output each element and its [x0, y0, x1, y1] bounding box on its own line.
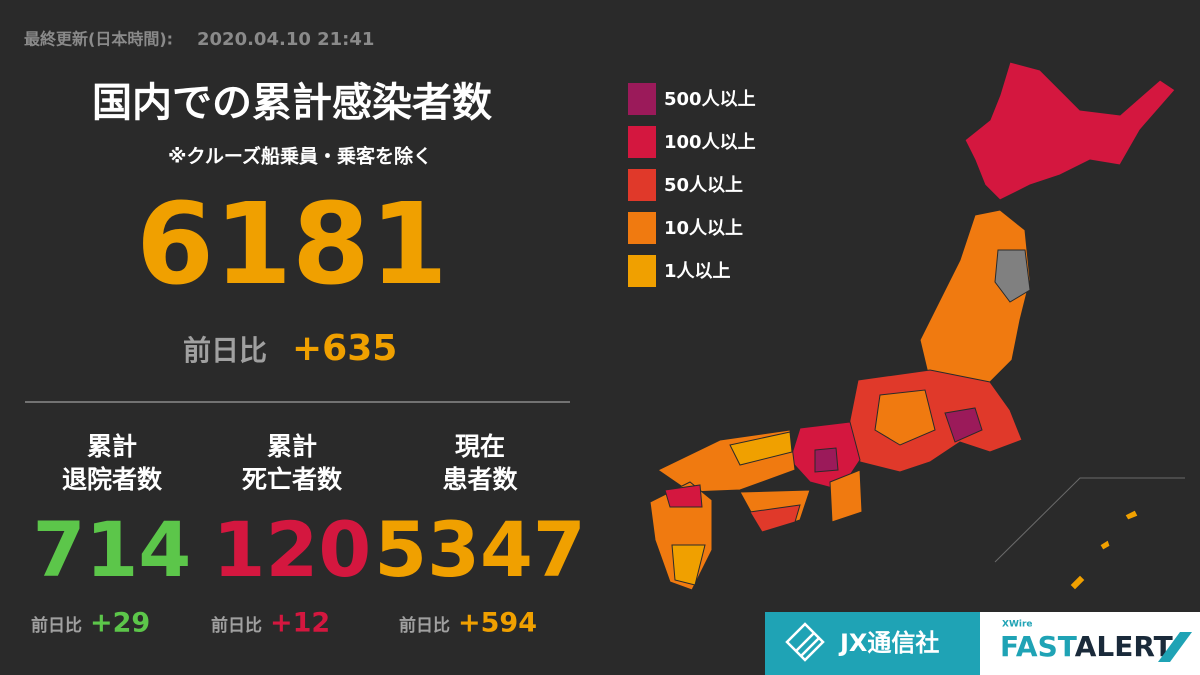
region — [964, 61, 1176, 201]
stat-label: 累計 — [267, 432, 317, 461]
xwire-text: XWire — [1002, 620, 1033, 630]
legend-label: 1人以上 — [664, 261, 731, 282]
legend-swatch — [628, 169, 656, 201]
stat-value: 5347 — [374, 505, 586, 594]
note: ※クルーズ船乗員・乗客を除く — [168, 145, 432, 168]
stat-label: 患者数 — [442, 465, 518, 494]
legend-swatch — [628, 255, 656, 287]
legend-label: 100人以上 — [664, 132, 756, 153]
region — [671, 544, 706, 586]
region — [1069, 574, 1086, 591]
title: 国内での累計感染者数 — [92, 80, 492, 126]
stat-label: 累計 — [87, 432, 137, 461]
region — [1124, 509, 1139, 521]
stat-diff: +12 — [270, 608, 330, 639]
region — [749, 504, 801, 533]
stat-diff-label: 前日比 — [31, 615, 82, 636]
legend-swatch — [628, 126, 656, 158]
stat-label: 現在 — [455, 432, 505, 461]
legend-label: 50人以上 — [664, 175, 743, 196]
legend-label: 500人以上 — [664, 89, 756, 110]
fastalert-arrow — [1158, 632, 1192, 662]
region — [1099, 539, 1111, 551]
region — [829, 469, 863, 523]
legend-label: 10人以上 — [664, 218, 743, 239]
diff-label: 前日比 — [183, 334, 267, 367]
jx-logo-box — [765, 612, 980, 675]
inset-border — [994, 477, 1185, 563]
region — [664, 484, 703, 508]
stat-diff-label: 前日比 — [211, 615, 262, 636]
legend-swatch — [628, 212, 656, 244]
region-none — [994, 249, 1031, 303]
fastalert-logo-box — [980, 612, 1200, 675]
stat-diff: +594 — [458, 608, 537, 639]
update-label: 最終更新(日本時間): — [24, 30, 173, 49]
legend: 500人以上 100人以上 50人以上 10人以上 1人以上 — [628, 83, 756, 287]
stat-diff-label: 前日比 — [399, 615, 450, 636]
update-time: 2020.04.10 21:41 — [197, 29, 374, 50]
jx-icon — [785, 622, 825, 662]
total-count: 6181 — [136, 180, 448, 310]
alert-text: ALERT — [1075, 630, 1173, 663]
stat-value: 120 — [213, 505, 372, 594]
stat-value: 714 — [33, 505, 192, 594]
map — [649, 61, 1185, 591]
region — [729, 431, 793, 466]
legend-swatch — [628, 83, 656, 115]
region — [814, 447, 839, 473]
region — [874, 389, 936, 446]
fastalert-text: FASTALERT — [1000, 630, 1173, 663]
diff-value: +635 — [292, 328, 397, 369]
stat-diff: +29 — [90, 608, 150, 639]
stat-label: 死亡者数 — [242, 465, 343, 494]
stat-label: 退院者数 — [62, 465, 163, 494]
jx-logo-text: JX通信社 — [838, 629, 939, 657]
fast-text: FAST — [1000, 630, 1077, 663]
region — [944, 407, 983, 443]
